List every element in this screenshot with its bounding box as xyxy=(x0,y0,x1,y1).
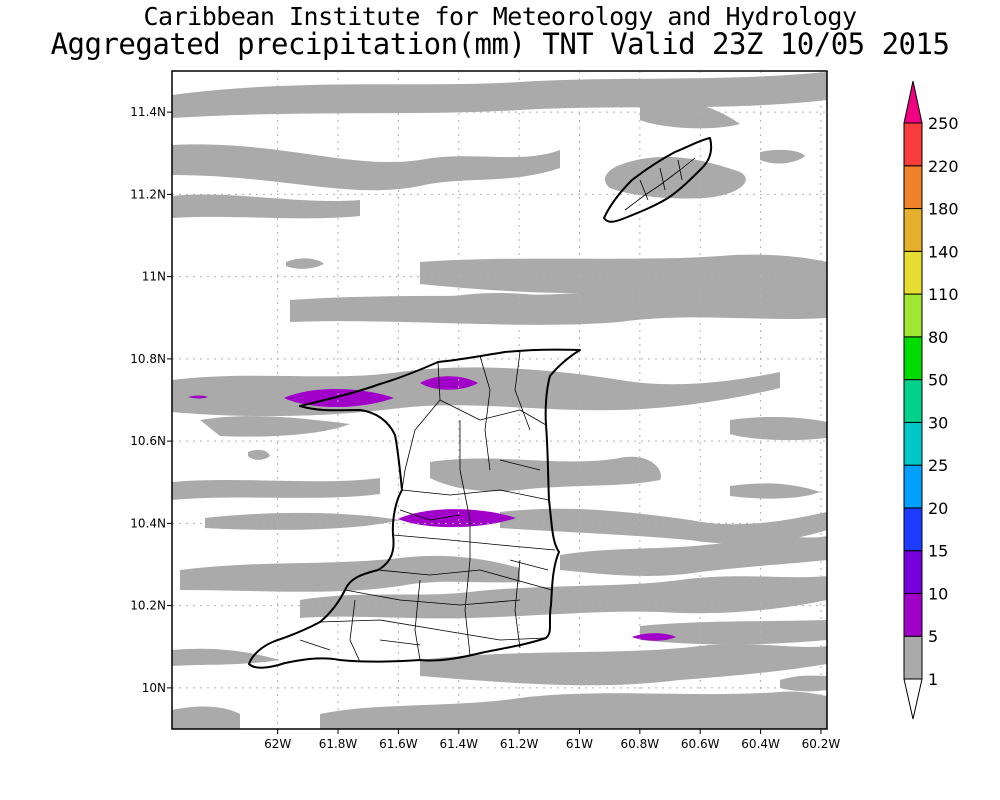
lat-tick-label: 10.2N xyxy=(130,599,166,613)
lat-tick-label: 11.2N xyxy=(130,187,166,201)
lat-tick-label: 11.4N xyxy=(130,105,166,119)
colorbar-above-arrow xyxy=(903,80,923,124)
trinidad-island xyxy=(248,348,581,669)
colorbar-swatch xyxy=(903,421,923,466)
lon-tick-label: 61.2W xyxy=(500,737,539,751)
colorbar-level-label: 180 xyxy=(928,200,959,219)
lon-tick-label: 60.8W xyxy=(621,737,660,751)
lon-tick-label: 62W xyxy=(264,737,291,751)
colorbar-level-label: 25 xyxy=(928,456,948,475)
colorbar-swatch xyxy=(903,293,923,338)
colorbar-swatch xyxy=(903,208,923,252)
colorbar-swatch xyxy=(903,336,923,381)
lon-tick-label: 61.4W xyxy=(439,737,478,751)
lat-tick-label: 10.4N xyxy=(130,516,166,530)
colorbar-level-label: 15 xyxy=(928,542,948,561)
longitude-axis: 62W 61.8W 61.6W 61.4W 61.2W 61W 60.8W 60.6W 60.4… xyxy=(264,729,840,751)
lat-tick-label: 10.6N xyxy=(130,434,166,448)
lon-tick-label: 60.2W xyxy=(802,737,841,751)
lon-tick-label: 60.4W xyxy=(741,737,780,751)
colorbar-swatch xyxy=(903,250,923,295)
colorbar-level-label: 50 xyxy=(928,371,948,390)
colorbar-swatch xyxy=(903,592,923,637)
colorbar-swatch xyxy=(903,122,923,167)
lon-tick-label: 60.6W xyxy=(681,737,720,751)
map-frame xyxy=(171,70,828,730)
colorbar-swatch xyxy=(903,464,923,509)
lat-tick-label: 10N xyxy=(142,681,166,695)
colorbar-level-label: 140 xyxy=(928,242,959,261)
tobago-island xyxy=(603,137,713,223)
chart-title-line2: Aggregated precipitation(mm) TNT Valid 2… xyxy=(50,27,950,61)
precip-band-1-5mm xyxy=(172,72,827,729)
lat-tick-label: 11N xyxy=(142,270,166,284)
latitude-axis: 11.4N 11.2N 11N 10.8N 10.6N 10.4N 10.2N 10N xyxy=(130,105,172,695)
lon-tick-label: 61W xyxy=(566,737,593,751)
colorbar-level-label: 1 xyxy=(928,670,938,689)
colorbar-swatch xyxy=(903,379,923,423)
lon-tick-label: 61.8W xyxy=(319,737,358,751)
colorbar-level-label: 250 xyxy=(928,114,959,133)
chart-title-line1: Caribbean Institute for Meteorology and … xyxy=(143,2,857,31)
colorbar-swatch xyxy=(903,550,923,594)
colorbar-swatch xyxy=(903,507,923,552)
colorbar-below-arrow xyxy=(903,678,923,720)
colorbar-level-label: 220 xyxy=(928,157,959,176)
colorbar-level-label: 10 xyxy=(928,584,948,603)
lon-tick-label: 61.6W xyxy=(379,737,418,751)
colorbar-swatch xyxy=(903,635,923,680)
lat-tick-label: 10.8N xyxy=(130,352,166,366)
colorbar-level-label: 5 xyxy=(928,627,938,646)
colorbar-swatch xyxy=(903,165,923,210)
colorbar-level-label: 110 xyxy=(928,285,959,304)
colorbar-level-label: 80 xyxy=(928,328,948,347)
colorbar-level-label: 30 xyxy=(928,413,948,432)
colorbar-level-label: 20 xyxy=(928,499,948,518)
